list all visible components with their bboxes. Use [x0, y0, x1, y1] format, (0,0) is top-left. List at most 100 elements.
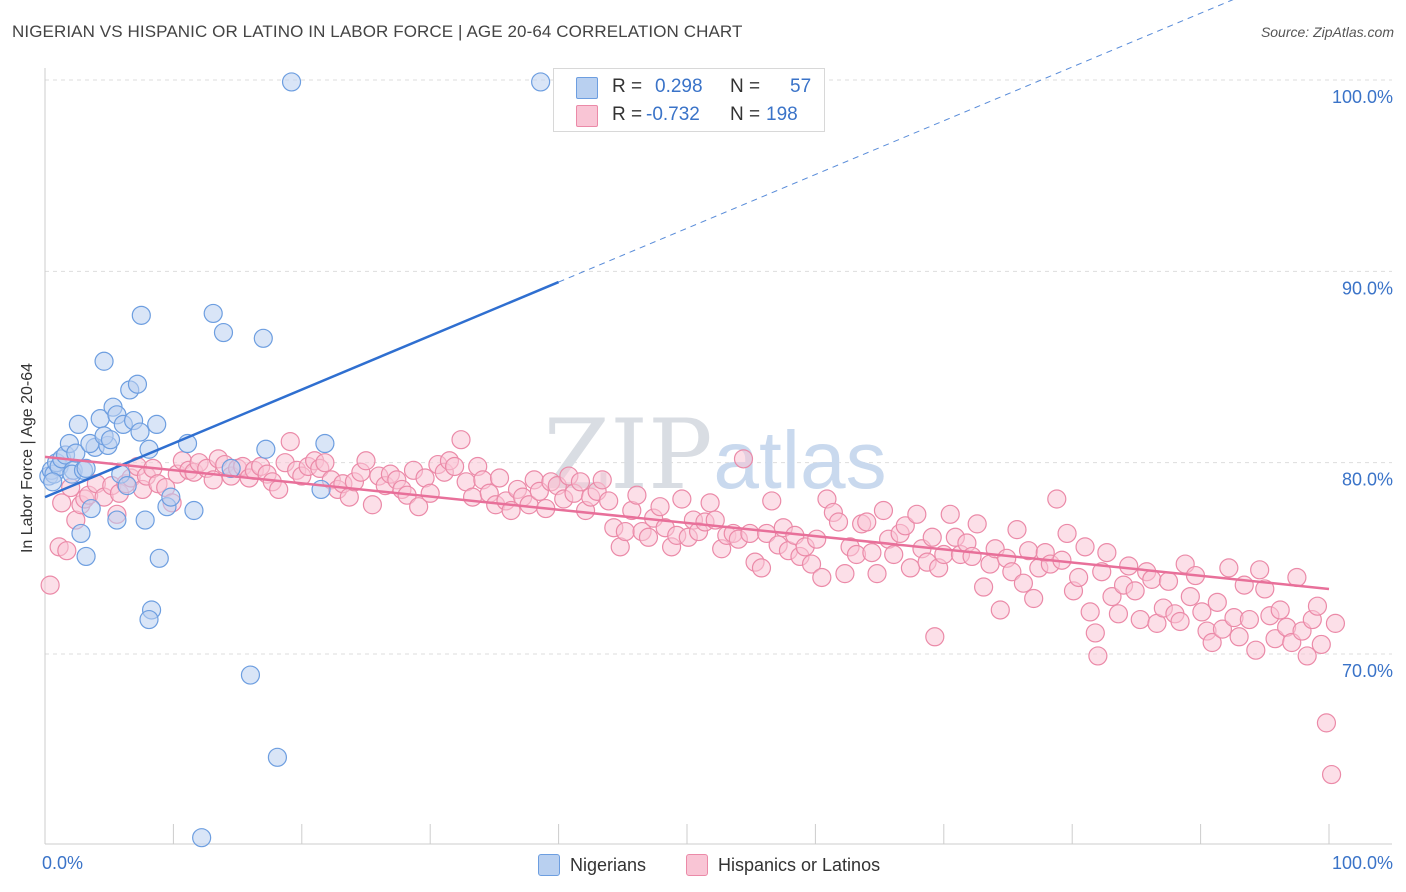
point-hispanics [627, 485, 647, 505]
point-nigerians [43, 472, 63, 492]
point-hispanics [1270, 600, 1290, 620]
legend-swatch-pink [686, 854, 708, 876]
legend-item-hispanics[interactable]: Hispanics or Latinos [686, 852, 880, 878]
trend-line-nigerians [44, 280, 560, 499]
point-nigerians [107, 510, 127, 530]
point-nigerians [127, 374, 148, 394]
point-hispanics [867, 564, 887, 584]
point-hispanics [1119, 556, 1139, 576]
point-hispanics [1057, 523, 1077, 544]
point-hispanics [1002, 562, 1022, 582]
point-nigerians [531, 72, 551, 92]
trend-line-hispanics [44, 455, 1330, 591]
point-hispanics [1321, 764, 1342, 785]
point-hispanics [1158, 571, 1179, 591]
point-hispanics [812, 567, 832, 588]
point-hispanics [451, 430, 471, 450]
point-hispanics [570, 472, 591, 492]
point-nigerians [253, 328, 273, 348]
trend-line-nigerians-extension [558, 0, 1234, 283]
r-value: 0.298 [655, 76, 703, 97]
point-hispanics [1255, 579, 1275, 599]
point-hispanics [857, 512, 877, 532]
point-nigerians [315, 433, 335, 454]
point-hispanics [362, 495, 383, 515]
point-hispanics [269, 479, 289, 500]
point-hispanics [1102, 586, 1122, 607]
stats-row-nigerians: R = 0.298 N = 57 [554, 73, 824, 101]
stats-box: R = 0.298 N = 57 R = -0.732 N = 198 [553, 68, 825, 132]
tick-labels: 70.0% 80.0% 90.0% 100.0% 0.0% 100.0% [42, 87, 1393, 873]
point-hispanics [1311, 634, 1331, 655]
point-nigerians [311, 479, 331, 500]
point-nigerians [81, 498, 101, 519]
point-hispanics [751, 558, 772, 578]
point-hispanics [1246, 640, 1266, 660]
stats-swatch-blue [576, 77, 598, 99]
point-hispanics [1097, 542, 1117, 563]
point-hispanics [40, 575, 60, 595]
point-hispanics [922, 527, 942, 547]
r-label: R = [612, 104, 643, 125]
point-nigerians [213, 322, 234, 343]
point-nigerians [147, 414, 167, 434]
n-value: 198 [766, 104, 798, 125]
r-label: R = [612, 76, 643, 97]
point-nigerians [192, 828, 212, 848]
point-nigerians [149, 548, 169, 568]
point-hispanics [835, 564, 855, 584]
axis-layer [44, 68, 1392, 845]
point-hispanics [1325, 613, 1346, 633]
n-label: N = [730, 104, 761, 125]
x-tick-label-min: 0.0% [42, 853, 83, 873]
point-hispanics [962, 546, 982, 567]
point-nigerians [221, 458, 241, 479]
point-hispanics [615, 521, 635, 542]
stats-row-hispanics: R = -0.732 N = 198 [554, 101, 824, 129]
legend-item-nigerians[interactable]: Nigerians [538, 852, 646, 878]
point-nigerians [184, 500, 204, 521]
n-label: N = [730, 76, 761, 97]
point-hispanics [940, 504, 960, 524]
point-hispanics [1192, 602, 1212, 622]
point-hispanics [638, 527, 659, 547]
point-nigerians [100, 430, 121, 450]
point-hispanics [1024, 588, 1044, 609]
point-nigerians [76, 458, 96, 479]
point-hispanics [1007, 520, 1027, 540]
point-hispanics [1316, 713, 1337, 733]
point-hispanics [762, 491, 782, 511]
point-hispanics [990, 600, 1010, 620]
point-nigerians [131, 305, 151, 325]
r-value: -0.732 [646, 104, 700, 125]
point-hispanics [828, 512, 849, 532]
legend-label: Nigerians [570, 854, 647, 875]
point-hispanics [925, 627, 945, 647]
point-hispanics [650, 497, 670, 517]
point-hispanics [489, 468, 510, 488]
point-nigerians [267, 747, 288, 767]
point-hispanics [1239, 609, 1259, 630]
point-nigerians [71, 523, 91, 544]
point-hispanics [862, 542, 882, 563]
point-hispanics [801, 554, 822, 574]
point-hispanics [700, 493, 720, 513]
point-hispanics [356, 451, 376, 471]
point-nigerians [135, 510, 155, 530]
point-hispanics [1212, 619, 1233, 639]
trend-layer [44, 0, 1330, 591]
point-hispanics [280, 432, 300, 452]
point-hispanics [599, 491, 619, 511]
y-tick-label: 80.0% [1342, 470, 1393, 490]
point-hispanics [420, 483, 440, 503]
point-hispanics [1108, 604, 1129, 624]
point-nigerians [117, 476, 137, 496]
point-nigerians [139, 609, 159, 630]
point-hispanics [873, 500, 894, 521]
point-nigerians [68, 414, 88, 434]
chart-title: NIGERIAN VS HISPANIC OR LATINO IN LABOR … [12, 22, 743, 41]
point-hispanics [740, 523, 760, 544]
y-tick-label: 70.0% [1342, 661, 1393, 681]
point-hispanics [1085, 623, 1105, 643]
point-hispanics [1069, 567, 1089, 588]
